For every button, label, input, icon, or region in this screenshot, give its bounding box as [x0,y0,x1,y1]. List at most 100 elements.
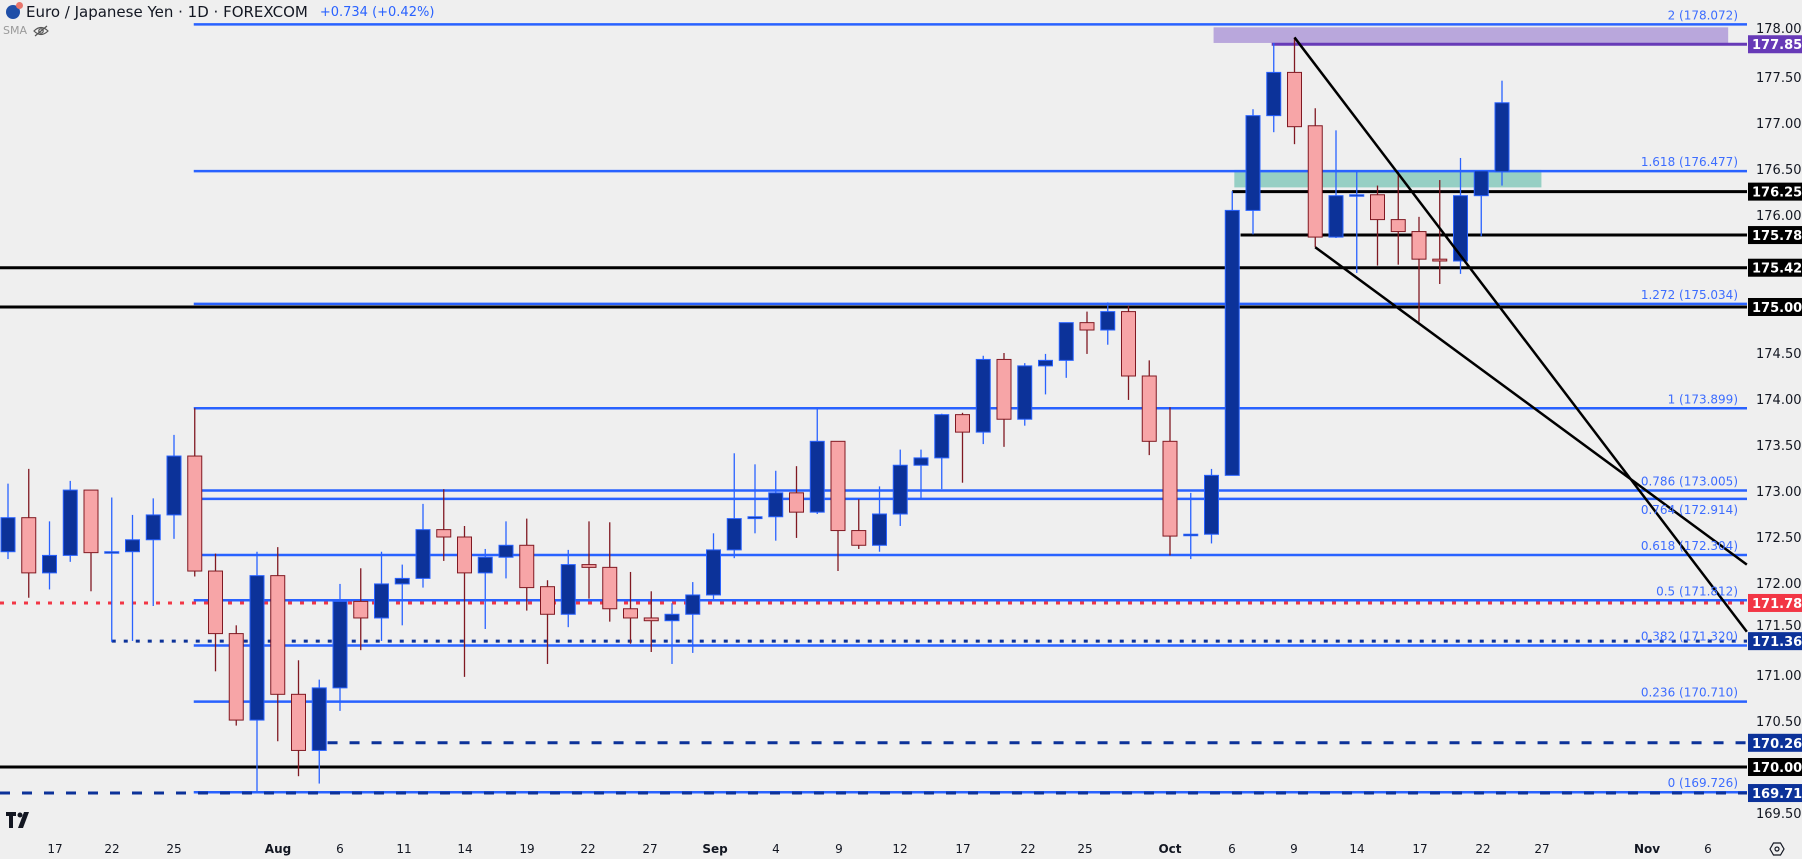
bull-candle [1183,492,1199,560]
symbol-header[interactable]: Euro / Japanese Yen · 1D · FOREXCOM +0.7… [6,2,434,21]
indicator-name[interactable]: SMA [3,24,27,37]
purple-zone[interactable] [1213,27,1729,43]
candle-body [1038,359,1053,367]
bull-candle [249,551,265,793]
bear-candle [643,591,659,652]
bear-candle [1121,306,1136,400]
candle-body [374,583,389,619]
price-label-box [1748,298,1802,316]
bear-candle [270,547,286,742]
time-tick-label: 9 [1290,842,1298,856]
fib-level-label: 0.236 (170.710) [1641,686,1738,700]
time-tick-label: 27 [1534,842,1549,856]
price-label-text: 175.782 [1752,229,1802,244]
bull-candle [104,497,120,642]
time-tick-label: Oct [1158,842,1181,856]
eur-jpy-flag-icon [6,2,23,19]
candle-body [1017,365,1033,420]
candle-body [1121,311,1136,377]
bull-candle [934,413,950,490]
candle-body [851,530,867,546]
candle-body [706,549,721,596]
time-tick-label: 9 [835,842,843,856]
bear-candle [851,499,867,549]
price-tick-label: 172.000 [1756,577,1802,592]
price-label-text: 175.427 [1752,262,1802,277]
bull-candle [62,480,78,562]
bear-candle [291,660,306,777]
candle-body [1162,440,1178,537]
time-tick-label: 19 [519,842,534,856]
candle-body [685,594,701,615]
trendline[interactable] [1314,246,1748,566]
time-tick-label: 27 [642,842,657,856]
candle-body [208,570,223,635]
symbol-title[interactable]: Euro / Japanese Yen · 1D · FOREXCOM [26,3,308,21]
trendline[interactable] [1293,36,1748,633]
time-tick-label: 17 [1412,842,1427,856]
tradingview-logo-icon[interactable] [6,812,34,828]
candle-body [934,414,950,459]
candle-body [1390,219,1406,233]
candle-body [415,529,431,579]
bull-candle [0,483,16,560]
bear-candle [1411,216,1427,322]
fib-level-label: 0.618 (172.304) [1641,539,1738,553]
bull-candle [1349,171,1365,273]
candle-body [1307,125,1323,238]
candle-body [602,566,618,610]
candle-body [519,544,535,589]
candle-body [768,492,784,518]
price-label-box [1748,733,1802,752]
price-label-text: 170.000 [1752,761,1802,776]
time-tick-label: 17 [47,842,62,856]
price-label-text: 177.856 [1752,38,1802,53]
time-tick-label: 12 [892,842,907,856]
price-label-box [1748,182,1802,201]
bear-candle [602,522,618,622]
bear-candle [1162,407,1178,556]
candle-body [560,564,576,615]
bear-candle [1432,180,1448,284]
time-tick-label: 14 [457,842,472,856]
candle-body [228,633,244,721]
candle-body [353,600,369,619]
candle-body [187,455,203,572]
bear-candle [187,408,203,577]
price-label-text: 169.717 [1752,787,1802,802]
price-tick-label: 172.500 [1756,531,1802,546]
bear-candle [1079,311,1095,354]
candle-body [955,414,970,433]
price-label-box [1748,758,1802,776]
price-tick-label: 169.500 [1756,807,1802,822]
settings-gear-icon[interactable] [1769,842,1785,856]
bull-candle [1473,170,1489,237]
bear-candle [21,468,37,598]
candle-body [62,489,78,556]
time-axis[interactable]: 17 22 25 Aug 6 11 14 19 22 27 Sep 4 9 12 17 22 25 Oct 6 9 14… [47,842,1785,856]
candle-body [1224,209,1240,476]
time-tick-label: 4 [772,842,780,856]
candle-body [1183,533,1199,537]
bear-candle [789,466,804,538]
bear-candle [830,440,846,572]
price-tick-label: 177.000 [1756,117,1802,132]
eye-off-icon[interactable] [33,25,49,37]
bull-candle [1204,468,1219,544]
gear-center [1774,846,1780,852]
bear-candle [519,518,535,611]
indicator-legend[interactable]: SMA [3,24,49,37]
price-label-box [1748,593,1802,612]
price-label-text: 176.254 [1752,186,1802,201]
teal-zone[interactable] [1234,169,1542,188]
fib-level-label: 0.764 (172.914) [1641,503,1738,517]
fib-level-label: 0.382 (171.320) [1641,630,1738,644]
fib-level-label: 1.618 (176.477) [1641,155,1738,169]
bear-candle [228,625,244,726]
candle-body [1411,231,1427,260]
price-axis[interactable]: 178.000 177.500 177.000 176.500 176.000 174.5… [1748,22,1802,822]
price-tick-label: 173.000 [1756,485,1802,500]
bull-candle [1494,80,1510,186]
bull-candle [311,679,327,784]
